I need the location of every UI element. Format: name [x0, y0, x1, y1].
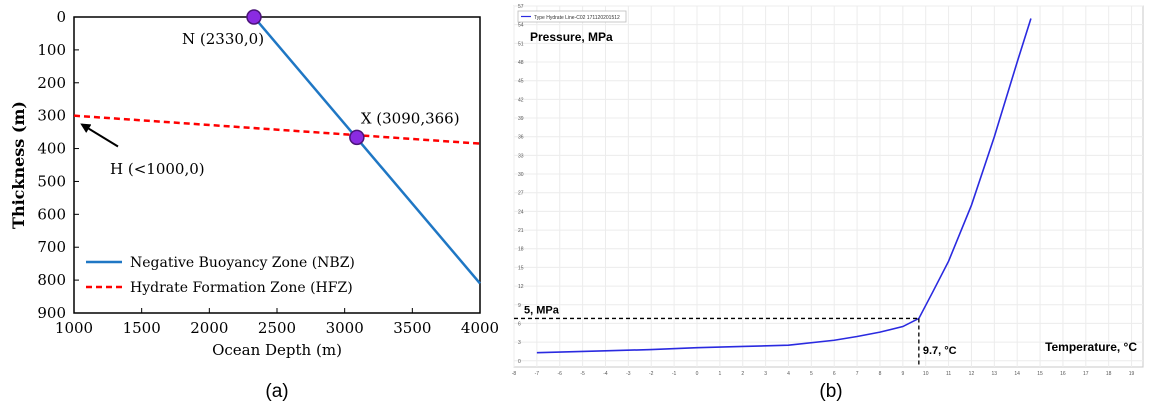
x-tick-label: 3000 [326, 319, 364, 337]
y-tick-label: 9 [518, 303, 521, 309]
y-tick-label: 600 [37, 205, 66, 223]
x-tick-label: 12 [969, 371, 975, 377]
x-tick-label: 8 [879, 371, 882, 377]
x-tick-label: 19 [1129, 371, 1135, 377]
y-axis-label: Thickness (m) [9, 101, 28, 229]
y-tick-label: 400 [37, 140, 66, 158]
x-tick-label: 5 [810, 371, 813, 377]
plot-area [513, 5, 1144, 368]
y-tick-label: 45 [518, 79, 524, 85]
x-tick-label: 13 [992, 371, 998, 377]
x-tick-label: 16 [1060, 371, 1066, 377]
y-tick-label: 0 [518, 359, 521, 365]
y-tick-label: 42 [518, 97, 524, 103]
point-label: X (3090,366) [361, 109, 460, 127]
x-tick-label: 7 [856, 371, 859, 377]
x-tick-label: 3500 [393, 319, 431, 337]
y-tick-label: 36 [518, 135, 524, 141]
x-tick-label: 1500 [123, 319, 161, 337]
y-tick-label: 54 [518, 23, 524, 29]
legend-label: Hydrate Formation Zone (HFZ) [130, 280, 353, 296]
x-tick-label: 2500 [258, 319, 296, 337]
y-tick-label: 24 [518, 209, 524, 215]
panel-a-chart: 1000 1500 2000 2500 3000 3500 4000 0 100 200 300 40… [9, 8, 499, 402]
series-hydrate-line [536, 18, 1032, 354]
y-axis-label: Pressure, MPa [530, 30, 613, 44]
x-tick-label: -5 [580, 371, 585, 377]
x-tick-label: -2 [649, 371, 654, 377]
x-tick-label: 1 [718, 371, 721, 377]
y-tick-label: 3 [518, 340, 521, 346]
series-hfz-line [73, 114, 481, 145]
x-tick-label: 4 [787, 371, 790, 377]
x-tick-label: 0 [696, 371, 699, 377]
x-tick-label: 17 [1083, 371, 1089, 377]
y-tick-label: 48 [518, 60, 524, 66]
plot-area [73, 16, 481, 314]
y-tick-label: 57 [518, 4, 524, 10]
x-tick-label: -1 [672, 371, 677, 377]
y-tick-label: 500 [37, 172, 66, 190]
annotation-label: 5, MPa [524, 304, 560, 316]
y-tick-label: 39 [518, 116, 524, 122]
x-axis-label: Ocean Depth (m) [212, 341, 342, 359]
point-label: N (2330,0) [182, 30, 264, 48]
annotation-label: H (<1000,0) [110, 160, 205, 178]
y-tick-label: 18 [518, 247, 524, 253]
x-axis-label: Temperature, °C [1045, 340, 1137, 354]
point-marker [246, 9, 262, 25]
y-tick-label: 200 [37, 74, 66, 92]
x-tick-label: 10 [923, 371, 929, 377]
y-tick-label: 27 [518, 191, 524, 197]
x-tick-label: -4 [603, 371, 608, 377]
x-tick-label: 15 [1037, 371, 1043, 377]
x-tick-label: -8 [512, 371, 517, 377]
annotation-label: 9.7, °C [923, 345, 957, 357]
x-tick-label: 3 [764, 371, 767, 377]
y-tick-label: 900 [37, 304, 66, 322]
x-tick-label: 2 [741, 371, 744, 377]
x-tick-label: -3 [626, 371, 631, 377]
x-tick-label: 4000 [461, 319, 499, 337]
x-tick-label: 9 [901, 371, 904, 377]
panel-label: (b) [819, 381, 842, 402]
panel-b-chart: -8 -7 -6 -5 -4 -3 -2 -1 0 1 2 3 4 5 6 7 8 9 10 11 12 13 14 15 16… [512, 4, 1144, 402]
y-tick-label: 30 [518, 172, 524, 178]
legend-box [517, 10, 627, 23]
x-tick-label: 6 [833, 371, 836, 377]
point-marker [349, 129, 365, 146]
x-tick-label: 1000 [55, 319, 93, 337]
y-tick-label: 21 [518, 228, 524, 234]
x-tick-label: 11 [946, 371, 951, 377]
y-tick-label: 12 [518, 284, 524, 290]
y-tick-label: 15 [518, 265, 524, 271]
x-tick-label: 14 [1014, 371, 1020, 377]
legend-label: Type Hydrate Line-C02 171120201512 [534, 15, 620, 21]
y-tick-label: 100 [37, 41, 66, 59]
y-tick-label: 300 [37, 107, 66, 125]
series-nbz-line [253, 16, 481, 285]
legend-label: Negative Buoyancy Zone (NBZ) [130, 255, 355, 271]
x-tick-label: -7 [535, 371, 540, 377]
x-tick-label: -6 [558, 371, 563, 377]
panel-label: (a) [265, 381, 288, 402]
y-tick-label: 800 [37, 271, 66, 289]
x-tick-label: 18 [1106, 371, 1112, 377]
y-tick-label: 0 [56, 8, 66, 26]
y-tick-label: 33 [518, 153, 524, 159]
x-tick-label: 2000 [190, 319, 228, 337]
annotation-arrow [80, 123, 119, 148]
y-tick-label: 51 [518, 41, 524, 47]
y-tick-label: 700 [37, 238, 66, 256]
y-tick-label: 6 [518, 321, 521, 327]
